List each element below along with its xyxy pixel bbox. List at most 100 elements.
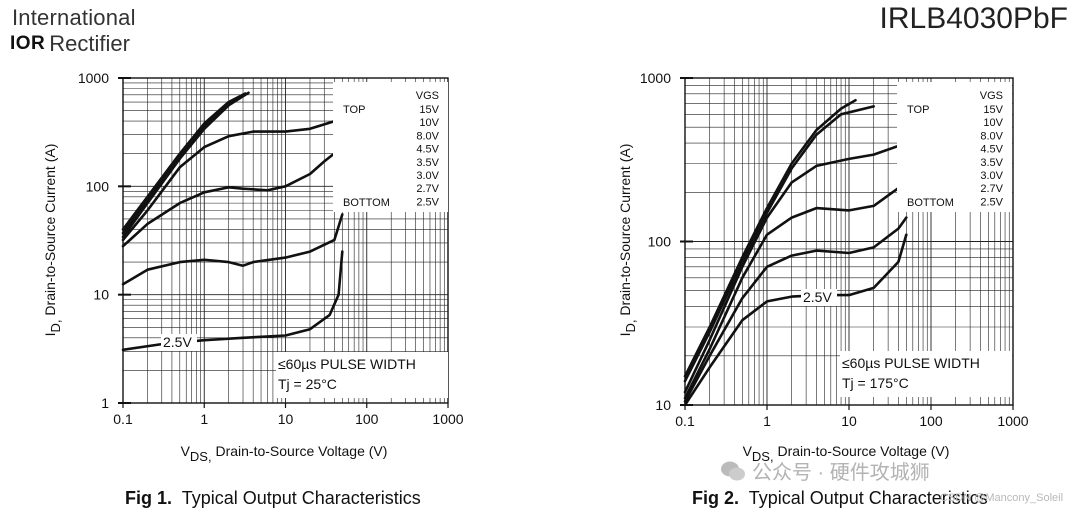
fig1-legend-entry: 3.5V bbox=[416, 157, 439, 169]
fig2-y-tick-label: 10 bbox=[655, 397, 671, 413]
fig1-series-3-0V bbox=[121, 213, 344, 286]
fig1-annotation-temp: Tj = 25°C bbox=[278, 376, 337, 392]
ior-logo: IOR bbox=[10, 33, 46, 54]
fig1-x-axis-label-sub: DS, bbox=[190, 449, 212, 464]
fig2-curve-label: 2.5V bbox=[803, 289, 832, 305]
fig2-y-axis-label-sub: D, bbox=[623, 319, 638, 332]
fig2-caption-text: Typical Output Characteristics bbox=[748, 488, 988, 508]
brand-row: IOR Rectifier bbox=[10, 31, 130, 57]
fig2-annotation-temp: Tj = 175°C bbox=[842, 375, 909, 391]
fig1-caption-label: Fig 1. bbox=[125, 488, 173, 508]
fig2-legend-bg bbox=[897, 82, 1012, 212]
fig2-legend-entry: 2.5V bbox=[980, 196, 1003, 208]
fig1-x-axis-label-main: V bbox=[181, 443, 191, 459]
fig1-legend-entry: 8.0V bbox=[416, 130, 439, 142]
fig1-legend-bg bbox=[333, 82, 448, 212]
fig2-x-tick-label: 10 bbox=[841, 413, 857, 429]
fig1-y-axis-label-sub: D, bbox=[48, 319, 63, 332]
fig1-series-10V bbox=[121, 93, 245, 235]
fig1-y-tick-label: 10 bbox=[93, 287, 109, 303]
fig2-y-axis-label: ID, Drain-to-Source Current (A) bbox=[617, 144, 638, 337]
fig2-series-10V bbox=[683, 105, 876, 383]
fig2-x-axis-label: VDS, Drain-to-Source Voltage (V) bbox=[743, 443, 950, 464]
fig2-annotation: ≤60µs PULSE WIDTH Tj = 175°C bbox=[840, 351, 1012, 397]
fig2-legend-entry: 10V bbox=[983, 117, 1003, 129]
fig2-annotation-bg bbox=[840, 351, 1012, 397]
fig2-y-tick-label: 100 bbox=[648, 234, 672, 250]
fig2-legend-entry: 4.5V bbox=[980, 144, 1003, 156]
fig1-legend-entry: 10V bbox=[419, 117, 439, 129]
fig1-legend-entry: 15V bbox=[419, 104, 439, 116]
fig1-y-axis-label-main: I bbox=[42, 332, 58, 336]
fig1-y-axis-label: ID, Drain-to-Source Current (A) bbox=[42, 144, 63, 337]
fig1-x-tick-label: 1 bbox=[200, 411, 208, 427]
fig1-annotation: ≤60µs PULSE WIDTH Tj = 25°C bbox=[276, 352, 448, 398]
fig2-annotation-pulse: ≤60µs PULSE WIDTH bbox=[842, 355, 980, 371]
fig2-x-tick-label: 0.1 bbox=[675, 413, 695, 429]
fig1-legend-entry: 3.0V bbox=[416, 170, 439, 182]
fig1-curve-label: 2.5V bbox=[163, 334, 192, 350]
watermark-text: 公众号 · 硬件攻城狮 bbox=[752, 462, 930, 484]
fig2-caption: Fig 2. Typical Output Characteristics bbox=[692, 488, 988, 509]
fig2-y-tick-label: 1000 bbox=[640, 70, 671, 86]
fig2-x-tick-label: 1000 bbox=[997, 413, 1028, 429]
fig1-series-8-0V bbox=[121, 91, 250, 239]
fig1-x-axis-label-rest: Drain-to-Source Voltage (V) bbox=[212, 443, 388, 459]
fig2-legend-title: VGS bbox=[980, 90, 1003, 102]
fig2-x-axis-label-main: V bbox=[743, 443, 753, 459]
fig2-legend-entry: 8.0V bbox=[980, 130, 1003, 142]
watermark-small: CSDN @Mancony_Soleil bbox=[940, 492, 1064, 504]
fig1-legend-bottom-label: BOTTOM bbox=[343, 197, 390, 209]
fig1-legend-top-label: TOP bbox=[343, 104, 365, 116]
fig1-x-tick-label: 0.1 bbox=[113, 411, 133, 427]
fig1-y-tick-label: 1000 bbox=[78, 70, 109, 86]
fig2-x-tick-label: 1 bbox=[763, 413, 771, 429]
fig1-y-tick-label: 100 bbox=[86, 178, 110, 194]
wechat-icon bbox=[721, 461, 745, 480]
fig1-curve-label-bg bbox=[161, 334, 197, 351]
fig2-legend-entry: 3.0V bbox=[980, 170, 1003, 182]
fig2-series-3-5V bbox=[683, 181, 908, 400]
fig1-y-tick-label: 1 bbox=[101, 395, 109, 411]
watermark: 公众号 · 硬件攻城狮 bbox=[720, 456, 930, 485]
fig1-series-3-5V bbox=[121, 145, 344, 248]
fig1-x-tick-label: 1000 bbox=[432, 411, 463, 427]
fig2-series-4-5V bbox=[683, 141, 908, 394]
fig1-curve-label-group: 2.5V bbox=[161, 334, 197, 351]
fig2-legend-bottom-label: BOTTOM bbox=[907, 197, 954, 209]
fig2-legend-entry: 3.5V bbox=[980, 157, 1003, 169]
fig1-series-4-5V bbox=[121, 117, 344, 242]
fig1-y-axis-label-rest: Drain-to-Source Current (A) bbox=[42, 144, 58, 320]
fig1-caption-text: Typical Output Characteristics bbox=[181, 488, 421, 508]
fig1-annotation-bg bbox=[276, 352, 448, 398]
fig2-series-15V bbox=[683, 99, 857, 378]
fig2-series-3-0V bbox=[683, 216, 908, 403]
fig2-caption-label: Fig 2. bbox=[692, 488, 740, 508]
fig2-x-axis-label-sub: DS, bbox=[752, 449, 774, 464]
fig2-y-axis-label-main: I bbox=[617, 332, 633, 336]
fig1-caption: Fig 1. Typical Output Characteristics bbox=[125, 488, 421, 509]
fig2-curve-label-group: 2.5V bbox=[801, 289, 837, 306]
brand-name-line2: Rectifier bbox=[49, 31, 130, 56]
fig1-legend-entry: 2.7V bbox=[416, 183, 439, 195]
fig1-legend-entry: 2.5V bbox=[416, 196, 439, 208]
fig2-y-axis-label-rest: Drain-to-Source Current (A) bbox=[617, 144, 633, 320]
part-number: IRLB4030PbF bbox=[879, 2, 1068, 35]
fig2-curve-label-bg bbox=[801, 289, 837, 306]
fig1-x-tick-label: 10 bbox=[278, 411, 294, 427]
fig2-legend-entry: 15V bbox=[983, 104, 1003, 116]
fig2-x-tick-label: 100 bbox=[919, 413, 943, 429]
fig1-annotation-pulse: ≤60µs PULSE WIDTH bbox=[278, 356, 416, 372]
fig2-legend-entry: 2.7V bbox=[980, 183, 1003, 195]
fig1-x-axis-label: VDS, Drain-to-Source Voltage (V) bbox=[181, 443, 388, 464]
fig2-x-axis-label-rest: Drain-to-Source Voltage (V) bbox=[774, 443, 950, 459]
fig2-legend-top-label: TOP bbox=[907, 104, 929, 116]
brand-name-line1: International bbox=[12, 5, 136, 30]
fig1-x-tick-label: 100 bbox=[355, 411, 379, 427]
fig1-legend-title: VGS bbox=[416, 90, 439, 102]
